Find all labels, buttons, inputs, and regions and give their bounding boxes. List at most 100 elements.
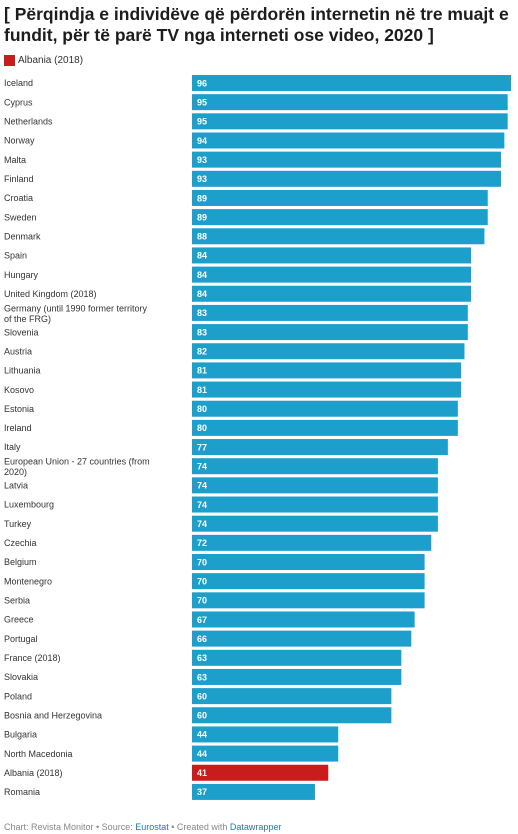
bar-value-label: 94 — [197, 136, 207, 146]
bar-value-label: 95 — [197, 97, 207, 107]
category-label: Greece — [4, 615, 34, 625]
bar — [192, 477, 438, 494]
category-label: Montenegro — [4, 576, 52, 586]
bar-value-label: 60 — [197, 691, 207, 701]
bar — [192, 726, 339, 743]
bar — [192, 573, 425, 590]
bar-value-label: 81 — [197, 385, 207, 395]
legend-swatch — [4, 54, 15, 66]
category-label: Austria — [4, 346, 32, 356]
legend-label: Albania (2018) — [18, 54, 84, 66]
bar-value-label: 83 — [197, 327, 207, 337]
category-label: Czechia — [4, 538, 37, 548]
bar — [192, 534, 432, 551]
bar — [192, 611, 415, 628]
bar-value-label: 93 — [197, 174, 207, 184]
category-label: Iceland — [4, 78, 33, 88]
bar — [192, 151, 502, 168]
category-label: Germany (until 1990 former territory of t… — [4, 303, 148, 324]
bar-value-label: 74 — [197, 462, 207, 472]
bar — [192, 439, 448, 456]
bar — [192, 496, 438, 513]
category-label: Bulgaria — [4, 730, 37, 740]
bar-value-label: 63 — [197, 672, 207, 682]
category-label: Latvia — [4, 481, 28, 491]
category-label: Hungary — [4, 270, 39, 280]
bar-value-label: 88 — [197, 232, 207, 242]
legend: Albania (2018) — [4, 53, 83, 67]
bar — [192, 94, 508, 111]
bar — [192, 113, 508, 130]
category-label: Serbia — [4, 596, 30, 606]
bar-value-label: 93 — [197, 155, 207, 165]
bar-value-label: 81 — [197, 366, 207, 376]
bar — [192, 132, 505, 149]
category-label: European Union - 27 countries (from 2020) — [4, 457, 150, 478]
bar — [192, 688, 392, 705]
bar-value-label: 74 — [197, 519, 207, 529]
bar-value-label: 82 — [197, 347, 207, 357]
bar-value-label: 70 — [197, 576, 207, 586]
category-label: Belgium — [4, 557, 37, 567]
bar-value-label: 66 — [197, 634, 207, 644]
bar — [192, 209, 488, 226]
bar-value-label: 44 — [197, 749, 207, 759]
category-label: North Macedonia — [4, 749, 73, 759]
category-label: Bosnia and Herzegovina — [4, 710, 102, 720]
category-label: Croatia — [4, 193, 33, 203]
bar — [192, 419, 458, 436]
bar — [192, 285, 472, 302]
bar — [192, 324, 468, 341]
bar — [192, 304, 468, 321]
bar — [192, 745, 339, 762]
bar — [192, 649, 402, 666]
category-label: Finland — [4, 174, 34, 184]
bar-value-label: 77 — [197, 442, 207, 452]
footer-created: • Created with — [168, 822, 230, 832]
bar-value-label: 96 — [197, 78, 207, 88]
bar — [192, 592, 425, 609]
bar-value-label: 95 — [197, 117, 207, 127]
bar-value-label: 44 — [197, 730, 207, 740]
bar-value-label: 74 — [197, 481, 207, 491]
bar — [192, 189, 488, 206]
bar — [192, 170, 502, 187]
bar-value-label: 80 — [197, 404, 207, 414]
category-label: Slovenia — [4, 327, 39, 337]
category-label: Italy — [4, 442, 21, 452]
bar-value-label: 70 — [197, 596, 207, 606]
bar-value-label: 63 — [197, 653, 207, 663]
bar — [192, 630, 412, 647]
category-label: Lithuania — [4, 366, 41, 376]
bar — [192, 343, 465, 360]
bar-value-label: 80 — [197, 423, 207, 433]
bar — [192, 400, 458, 417]
bar — [192, 707, 392, 724]
category-label: Slovakia — [4, 672, 38, 682]
footer-credit: Chart: Revista Monitor • Source: — [4, 822, 136, 832]
category-label: Romania — [4, 787, 40, 797]
bar-value-label: 89 — [197, 212, 207, 222]
category-label: Luxembourg — [4, 500, 54, 510]
bar-value-label: 70 — [197, 557, 207, 567]
category-label: Turkey — [4, 519, 32, 529]
bar — [192, 75, 511, 91]
chart-title: [ Përqindja e individëve që përdorën int… — [4, 4, 509, 45]
bar — [192, 458, 438, 475]
bar — [192, 515, 438, 532]
category-label: Ireland — [4, 423, 32, 433]
bar — [192, 668, 402, 685]
bar — [192, 554, 425, 570]
bar — [192, 783, 315, 800]
bar — [192, 362, 462, 379]
category-label: Portugal — [4, 634, 38, 644]
bar-value-label: 89 — [197, 193, 207, 203]
datawrapper-link[interactable]: Datawrapper — [229, 822, 282, 832]
bar-value-label: 84 — [197, 251, 207, 261]
category-label: Malta — [4, 155, 26, 165]
bar — [192, 228, 485, 245]
bar — [192, 247, 472, 264]
source-link[interactable]: Eurostat — [135, 822, 169, 832]
category-label: United Kingdom (2018) — [4, 289, 97, 299]
